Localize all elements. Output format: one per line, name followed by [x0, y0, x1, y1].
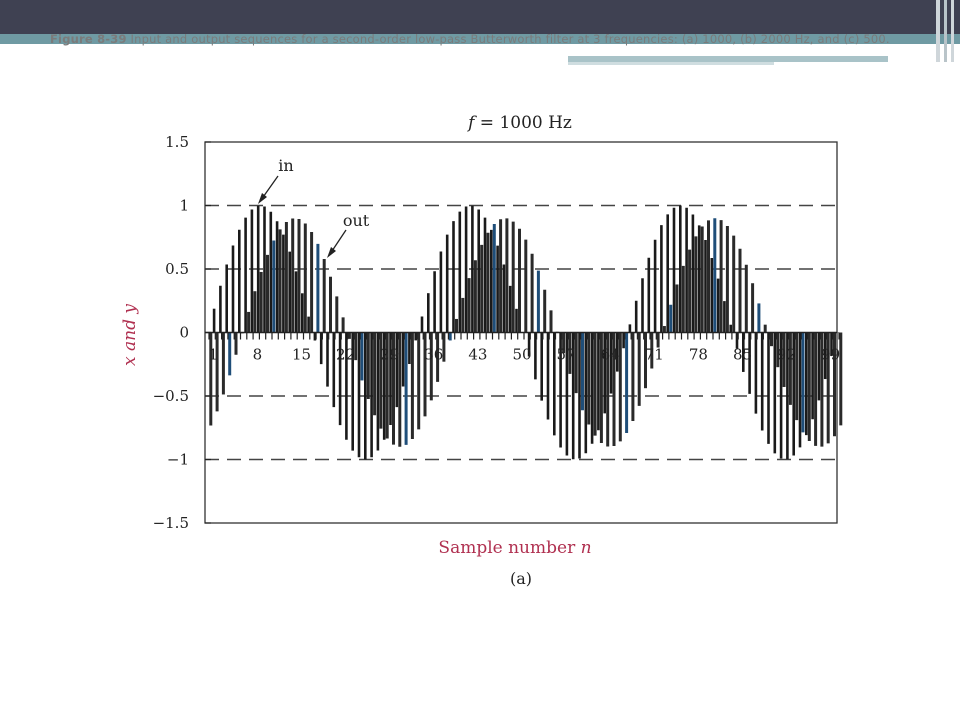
annotation-in: in [258, 156, 294, 204]
chart-title-rest: = 1000 Hz [474, 113, 572, 133]
annotation-in-arrowhead [258, 193, 267, 204]
x-tick-label: 36 [424, 346, 443, 364]
y-axis-label: x and y [120, 304, 140, 366]
stems [209, 205, 843, 460]
x-tick-label: 92 [777, 346, 796, 364]
x-tick-label: 15 [292, 346, 311, 364]
annotation-out: out [327, 211, 370, 258]
deco-bar-1 [568, 56, 888, 62]
header-band [0, 0, 960, 34]
deco-vbar-3 [951, 0, 954, 62]
annotation-out-arrowhead [327, 247, 336, 258]
x-tick-label: 85 [733, 346, 752, 364]
x-tick-label: 64 [601, 346, 620, 364]
x-tick-label: 99 [821, 346, 840, 364]
deco-vbar-2 [944, 0, 947, 62]
y-tick-label: −0.5 [153, 387, 189, 405]
x-tick-label: 29 [380, 346, 399, 364]
figure-label: Figure 8-39 [50, 32, 127, 46]
deco-vbar-1 [936, 0, 940, 62]
chart-sublabel: (a) [510, 569, 532, 588]
x-axis-label-var: n [581, 538, 592, 558]
y-tick-label: −1 [167, 451, 189, 469]
figure-caption: Figure 8-39 Input and output sequences f… [50, 30, 910, 49]
header-decoration [568, 0, 954, 65]
y-tick-label: 1 [179, 197, 189, 215]
x-axis-label: Sample number n [438, 538, 591, 558]
y-tick-label: 0.5 [165, 260, 189, 278]
caption-text: Input and output sequences for a second-… [130, 32, 890, 46]
x-tick-label: 22 [336, 346, 355, 364]
deco-bar-2 [568, 62, 774, 65]
annotation-in-text: in [278, 156, 293, 175]
chart-title: f = 1000 Hz [466, 113, 572, 133]
x-axis-label-text: Sample number [438, 538, 580, 558]
axes: 1 8 15 22 29 36 43 50 57 64 71 78 85 92 99 1.5 1 0.5 0 −0.5… [153, 133, 841, 532]
y-tick-label: 0 [179, 324, 189, 342]
x-tick-label: 71 [645, 346, 664, 364]
x-tick-label: 1 [209, 346, 219, 364]
x-tick-label: 8 [253, 346, 263, 364]
chart-title-var: f [466, 113, 477, 133]
x-tick-label: 57 [557, 346, 576, 364]
annotation-out-text: out [343, 211, 370, 230]
x-tick-label: 43 [468, 346, 487, 364]
accent-strip [0, 34, 960, 44]
x-tick-label: 50 [512, 346, 531, 364]
y-tick-label: −1.5 [153, 514, 189, 532]
y-tick-label: 1.5 [165, 133, 189, 151]
x-tick-label: 78 [689, 346, 708, 364]
